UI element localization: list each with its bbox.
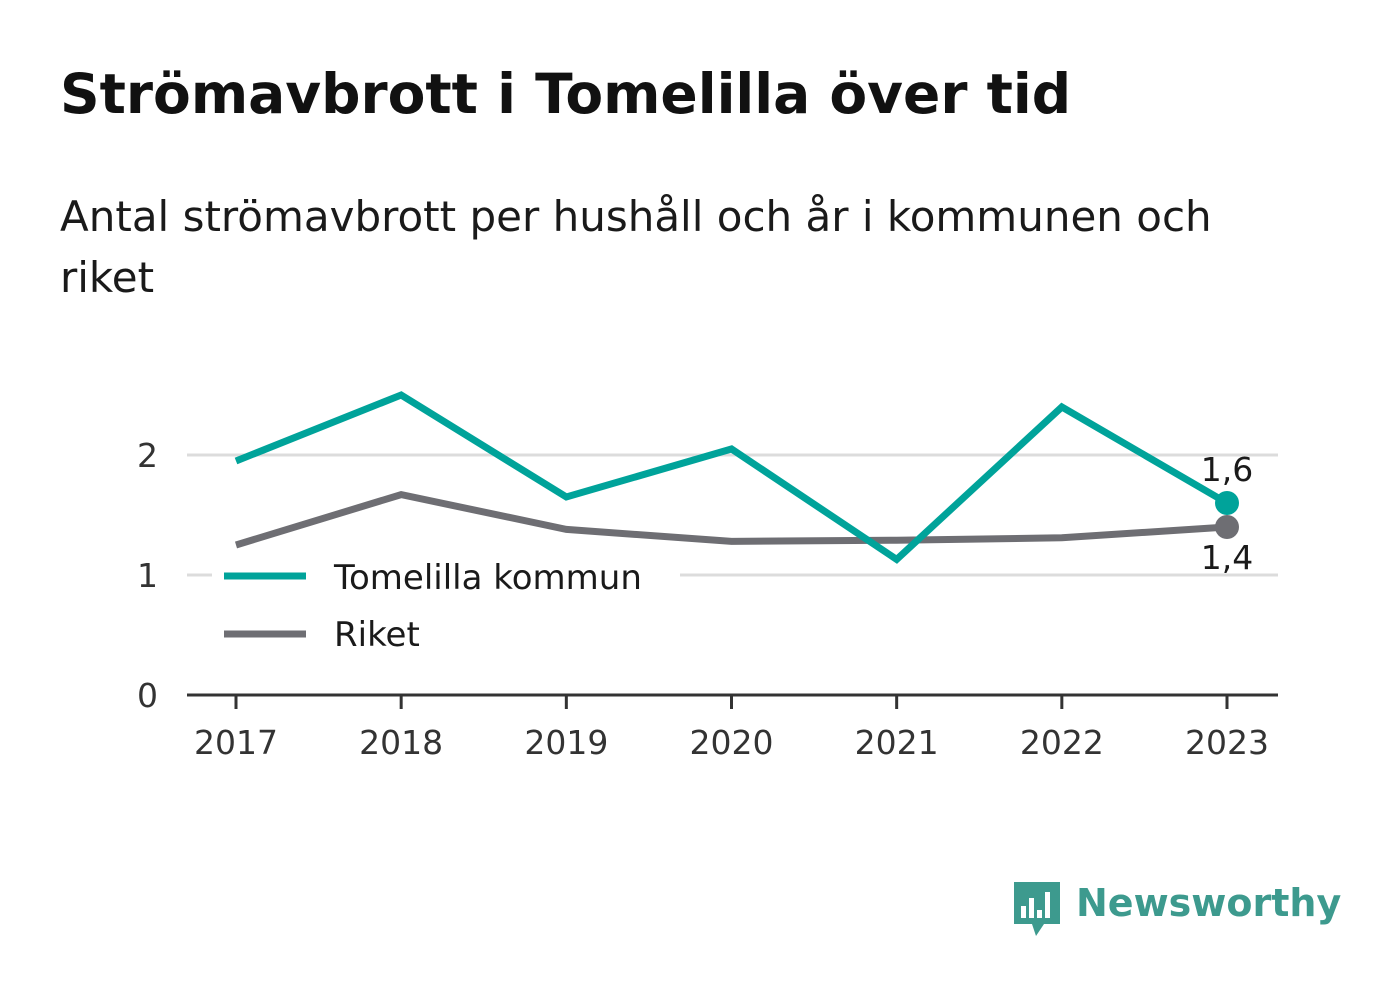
end-point-riket bbox=[1215, 515, 1239, 539]
legend-background bbox=[212, 552, 680, 662]
y-tick-label-2: 2 bbox=[137, 436, 158, 475]
x-axis-ticks: 2017 2018 2019 2020 2021 2022 2023 bbox=[194, 695, 1269, 762]
legend-label-tomelilla: Tomelilla kommun bbox=[333, 558, 642, 598]
legend-label-riket: Riket bbox=[334, 615, 420, 655]
brand-name: Newsworthy bbox=[1076, 881, 1342, 925]
series-lines bbox=[234, 391, 1239, 564]
end-point-tomelilla bbox=[1215, 491, 1239, 515]
y-tick-label-1: 1 bbox=[137, 556, 158, 595]
newsworthy-logo: Newsworthy bbox=[1012, 880, 1341, 938]
legend: Tomelilla kommun Riket bbox=[212, 552, 680, 662]
end-label-riket: 1,4 bbox=[1201, 538, 1253, 577]
series-line-riket bbox=[234, 490, 1228, 549]
chart-subtitle: Antal strömavbrott per hushåll och år i … bbox=[60, 192, 1212, 302]
y-tick-label-0: 0 bbox=[137, 676, 158, 715]
end-label-tomelilla: 1,6 bbox=[1201, 450, 1253, 489]
series-line-tomelilla bbox=[234, 391, 1229, 564]
y-axis-ticks: 0 1 2 bbox=[137, 436, 158, 715]
x-tick-label-2020: 2020 bbox=[690, 723, 774, 762]
x-tick-label-2019: 2019 bbox=[524, 723, 608, 762]
end-labels: 1,6 1,4 bbox=[1201, 450, 1253, 577]
chart-title: Strömavbrott i Tomelilla över tid bbox=[60, 62, 1072, 126]
x-tick-label-2022: 2022 bbox=[1020, 723, 1104, 762]
x-tick-label-2021: 2021 bbox=[855, 723, 939, 762]
x-tick-label-2017: 2017 bbox=[194, 723, 278, 762]
x-tick-label-2018: 2018 bbox=[359, 723, 443, 762]
bar-chart-speech-bubble-icon bbox=[1014, 882, 1060, 936]
x-tick-label-2023: 2023 bbox=[1185, 723, 1269, 762]
